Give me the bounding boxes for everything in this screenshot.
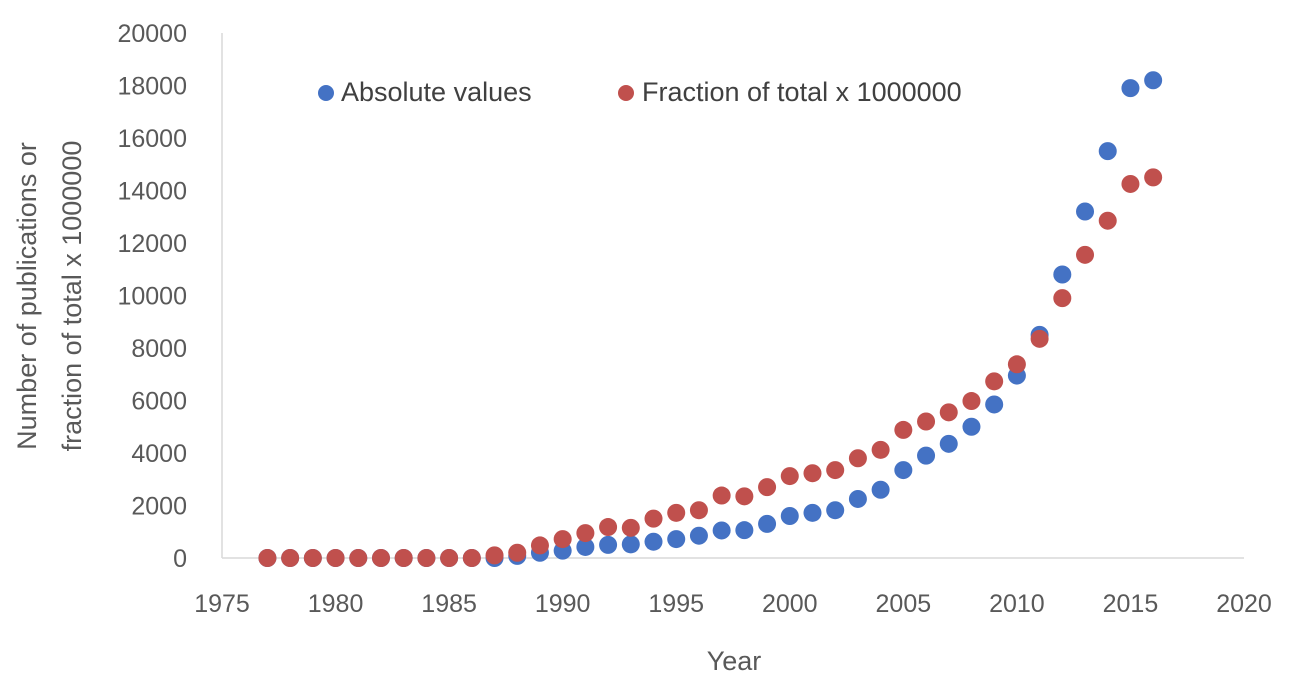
y-tick-label: 4000 xyxy=(131,440,187,468)
data-point xyxy=(1076,202,1095,221)
data-point xyxy=(644,509,663,528)
data-point xyxy=(349,549,368,567)
data-point xyxy=(939,403,958,422)
data-point xyxy=(599,535,618,554)
data-point xyxy=(417,549,436,567)
data-point xyxy=(530,536,549,555)
data-point xyxy=(1053,289,1072,308)
data-point xyxy=(1053,265,1072,284)
data-point xyxy=(1144,71,1163,90)
data-point xyxy=(1007,355,1026,374)
data-point xyxy=(644,532,663,551)
data-point xyxy=(894,461,913,480)
data-point xyxy=(1098,142,1117,161)
data-point xyxy=(1098,211,1117,230)
data-point xyxy=(712,521,731,540)
data-point xyxy=(758,478,777,497)
data-point xyxy=(939,434,958,453)
data-point xyxy=(599,518,618,537)
y-axis-title-line-1: Number of publications or xyxy=(12,142,42,450)
data-point xyxy=(780,507,799,525)
y-tick-label: 12000 xyxy=(117,230,187,258)
y-tick-label: 0 xyxy=(173,545,187,573)
data-point xyxy=(576,537,595,556)
x-tick-label: 2020 xyxy=(1216,590,1272,618)
data-point xyxy=(281,549,300,567)
data-point xyxy=(326,549,345,567)
y-tick-label: 20000 xyxy=(117,20,187,48)
data-point xyxy=(689,501,708,520)
data-point xyxy=(985,372,1004,391)
y-tick-label: 2000 xyxy=(131,493,187,521)
data-point xyxy=(735,521,754,540)
data-point xyxy=(258,549,277,567)
data-point xyxy=(1030,329,1049,348)
data-point xyxy=(803,464,822,483)
legend-marker-fraction xyxy=(618,85,634,101)
data-points xyxy=(258,71,1163,567)
x-tick-label: 2000 xyxy=(762,590,818,618)
x-tick-label: 2010 xyxy=(989,590,1045,618)
data-point xyxy=(712,486,731,505)
x-tick-label: 1995 xyxy=(648,590,704,618)
data-point xyxy=(689,526,708,545)
data-point xyxy=(394,549,413,567)
data-point xyxy=(621,518,640,537)
data-point xyxy=(508,543,527,562)
data-point xyxy=(803,503,822,522)
data-point xyxy=(485,546,504,565)
y-tick-label: 10000 xyxy=(117,283,187,311)
y-tick-label: 6000 xyxy=(131,388,187,416)
series-absolute-values xyxy=(258,71,1163,567)
data-point xyxy=(917,446,936,465)
data-point xyxy=(667,503,686,522)
data-point xyxy=(962,417,981,436)
data-point xyxy=(962,392,981,411)
data-point xyxy=(440,549,459,567)
series-fraction-of-total xyxy=(258,168,1163,567)
axes: 0 2000 4000 6000 8000 10000 12000 14000 16000 180… xyxy=(117,20,1271,618)
x-tick-label: 1980 xyxy=(308,590,364,618)
legend: Absolute values Fraction of total x 1000… xyxy=(318,77,962,107)
x-tick-label: 1975 xyxy=(194,590,250,618)
data-point xyxy=(735,487,754,506)
data-point xyxy=(1144,168,1163,187)
y-axis-title-line-2: fraction of total x 1000000 xyxy=(57,141,87,452)
y-tick-label: 14000 xyxy=(117,178,187,206)
y-tick-label: 8000 xyxy=(131,335,187,363)
legend-label-absolute: Absolute values xyxy=(341,77,532,107)
data-point xyxy=(848,489,867,508)
data-point xyxy=(758,514,777,533)
data-point xyxy=(848,449,867,468)
x-axis-title: Year xyxy=(707,646,762,676)
data-point xyxy=(826,501,845,520)
y-tick-label: 16000 xyxy=(117,125,187,153)
data-point xyxy=(871,440,890,459)
data-point xyxy=(621,535,640,554)
x-tick-label: 2015 xyxy=(1103,590,1159,618)
data-point xyxy=(985,395,1004,414)
data-point xyxy=(576,524,595,543)
x-tick-label: 2005 xyxy=(876,590,932,618)
y-axis-title: Number of publications or fraction of to… xyxy=(12,141,87,452)
data-point xyxy=(553,530,572,549)
legend-marker-absolute xyxy=(318,85,334,101)
legend-label-fraction: Fraction of total x 1000000 xyxy=(642,77,962,107)
data-point xyxy=(303,549,322,567)
data-point xyxy=(894,420,913,439)
data-point xyxy=(462,549,481,567)
data-point xyxy=(917,412,936,431)
data-point xyxy=(780,467,799,486)
x-tick-label: 1985 xyxy=(421,590,477,618)
data-point xyxy=(371,549,390,567)
data-point xyxy=(1076,245,1095,264)
x-tick-label: 1990 xyxy=(535,590,591,618)
data-point xyxy=(1121,79,1140,98)
y-tick-label: 18000 xyxy=(117,73,187,101)
data-point xyxy=(871,480,890,499)
data-point xyxy=(667,530,686,549)
data-point xyxy=(1121,174,1140,193)
data-point xyxy=(826,461,845,480)
